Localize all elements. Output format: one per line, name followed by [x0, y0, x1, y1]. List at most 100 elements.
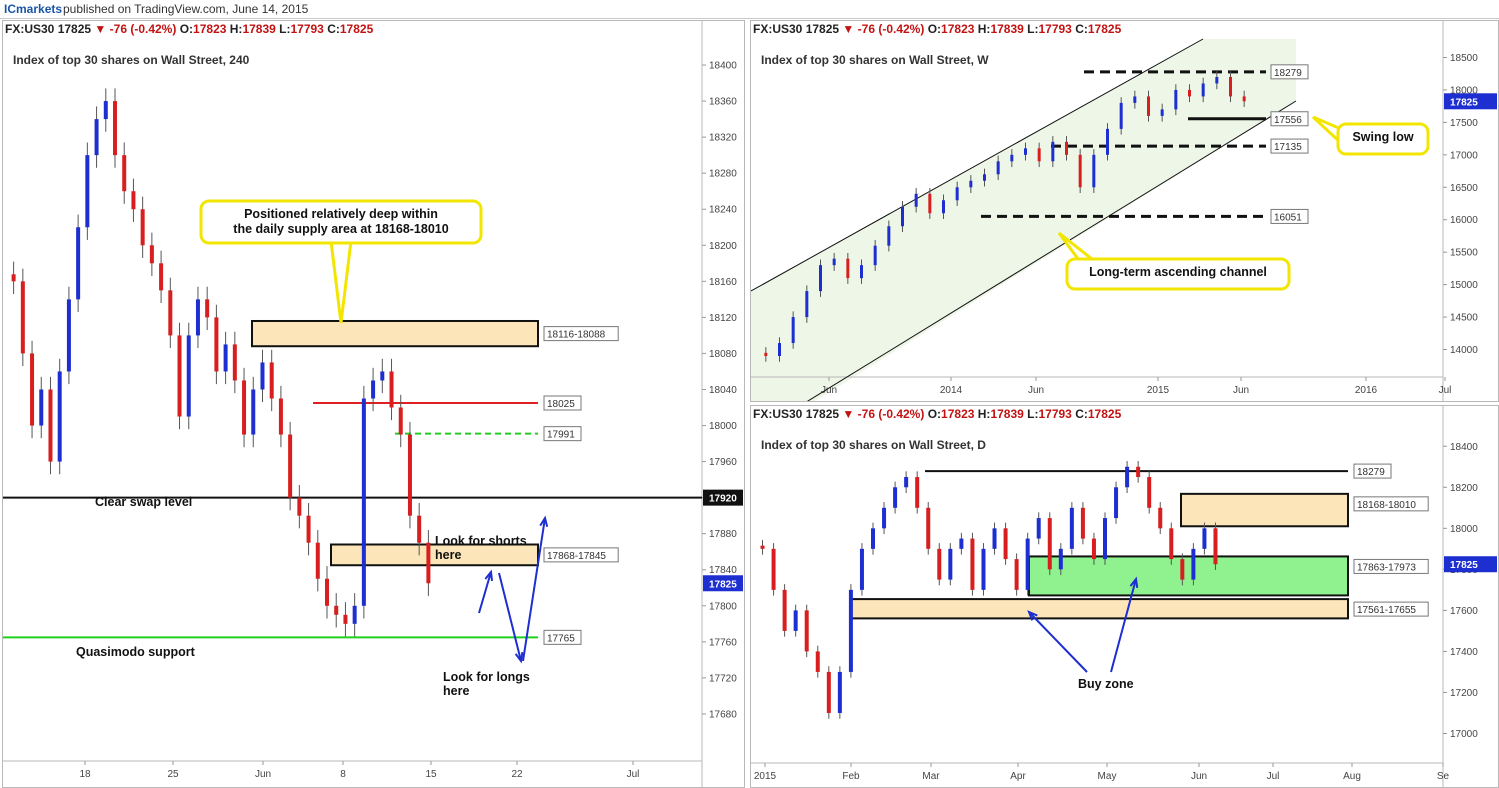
candle-body: [901, 206, 904, 227]
candle-body: [389, 371, 394, 408]
blue-arrow-up-1: [478, 571, 492, 614]
candle-body: [122, 155, 127, 192]
candle-body: [793, 610, 798, 631]
level-17765-label: 17765: [547, 633, 575, 644]
published-info: published on TradingView.com, June 14, 2…: [63, 2, 309, 16]
candle-body: [1133, 96, 1137, 103]
candle-body: [66, 299, 71, 372]
candle-body: [1091, 538, 1096, 560]
candle-body: [805, 291, 809, 318]
daily-chart-panel[interactable]: 1840018200180001780017600174001720017000…: [750, 405, 1499, 788]
candle-body: [860, 265, 863, 279]
publisher-name[interactable]: ICmarkets: [4, 2, 63, 16]
candle-body: [1215, 76, 1219, 84]
h4-chart-panel[interactable]: 18400 18360 18320 18280 18240 18200 18160 18120…: [2, 20, 745, 788]
candle-body: [970, 538, 975, 590]
candle-body: [48, 389, 53, 462]
candle-body: [1024, 148, 1027, 155]
candle-body: [1147, 96, 1150, 116]
buy-arrow-right-head: [1129, 576, 1139, 589]
candle-body: [269, 362, 274, 399]
x-tick-label: Se: [1437, 771, 1450, 782]
x-tick-label: Jul: [1267, 771, 1280, 782]
candle-body: [1119, 102, 1123, 129]
y-tick-label: 17800: [709, 601, 737, 612]
candle-body: [242, 380, 247, 435]
supply-callout-tail: [329, 239, 353, 324]
weekly-level-17556-label-box: [1270, 111, 1309, 127]
weekly-chart-panel[interactable]: 18500 18000 17500 17000 16500 16000 15500 15000…: [750, 20, 1499, 402]
h4-close: 17825: [339, 22, 374, 36]
candle-body: [1106, 128, 1109, 155]
candle-body: [948, 548, 953, 580]
candle-body: [996, 161, 1000, 175]
weekly-level-16051-label-box: [1270, 208, 1309, 224]
down-arrow-icon: ▼: [842, 22, 855, 36]
candle-body: [1010, 154, 1014, 162]
h4-quote-header: FX:US30 17825 ▼ -76 (-0.42%) O:17823 H:1…: [5, 22, 374, 36]
x-tick-label: Feb: [842, 771, 860, 782]
y-tick-label: 15500: [1450, 248, 1478, 259]
x-tick-label: May: [1098, 771, 1117, 782]
longs-annotation: Look for longs: [443, 670, 530, 684]
y-tick-label: 18400: [709, 61, 737, 72]
down-arrow-icon: ▼: [842, 407, 855, 421]
daily-level-18279-label: 18279: [1357, 467, 1385, 478]
candle-body: [887, 226, 891, 246]
candle-body: [1025, 538, 1030, 590]
candle-body: [942, 200, 945, 214]
y-tick-label: 16500: [1450, 183, 1478, 194]
candle-body: [846, 258, 850, 279]
weekly-last-price-tag-bg: [1444, 93, 1497, 110]
channel-upper-line: [751, 38, 1204, 292]
candle-body: [380, 371, 385, 381]
buy-arrow-left-head: [1027, 610, 1038, 621]
candle-body: [1092, 154, 1096, 188]
y-tick-label: 18500: [1450, 53, 1478, 64]
x-tick-label: 2016: [1355, 385, 1378, 396]
candle-body: [1202, 528, 1207, 549]
quasimodo-annotation: Quasimodo support: [76, 645, 196, 659]
candle-body: [371, 380, 376, 399]
channel-callout: [1065, 257, 1291, 291]
candle-body: [926, 507, 931, 549]
candle-body: [1158, 507, 1163, 529]
level-17991-label-box: [543, 426, 582, 442]
candle-body: [983, 174, 986, 181]
candle-body: [804, 610, 809, 652]
y-tick-label: 17000: [1450, 150, 1478, 161]
candle-body: [915, 477, 920, 508]
candle-body: [832, 258, 836, 266]
shorts-annotation-2: here: [435, 548, 461, 562]
candle-body: [20, 281, 25, 354]
candle-body: [904, 477, 909, 488]
blue-arrow-up-1-head: [484, 569, 494, 582]
y-tick-label: 18080: [709, 349, 737, 360]
down-arrow-icon: ▼: [94, 22, 107, 36]
shorts-annotation: Look for shorts: [435, 534, 527, 548]
weekly-chart-title: Index of top 30 shares on Wall Street, W: [761, 53, 989, 67]
candle-body: [819, 265, 822, 292]
x-tick-label: Jun: [1028, 385, 1044, 396]
publisher-bar: ICmarkets published on TradingView.com, …: [0, 0, 1499, 19]
candle-body: [760, 545, 765, 549]
candle-body: [315, 542, 320, 579]
candle-body: [177, 335, 182, 417]
candle-body: [1169, 528, 1174, 560]
x-tick-label: 25: [167, 769, 179, 780]
x-tick-label: Jul: [627, 769, 640, 780]
supply-callout-text: Positioned relatively deep within: [244, 207, 438, 221]
candle-body: [11, 274, 16, 282]
candle-body: [57, 371, 62, 462]
candle-body: [1136, 466, 1141, 478]
candle-body: [778, 343, 781, 357]
candle-body: [1103, 518, 1107, 560]
candle-body: [1047, 518, 1052, 570]
candle-body: [232, 344, 237, 381]
blue-arrow-up-2: [522, 517, 546, 662]
candle-body: [361, 398, 366, 606]
zone-18116-18088-label: 18116-18088: [547, 330, 606, 341]
y-tick-label: 18200: [709, 241, 737, 252]
candle-body: [873, 245, 877, 266]
y-tick-label: 16000: [1450, 215, 1478, 226]
